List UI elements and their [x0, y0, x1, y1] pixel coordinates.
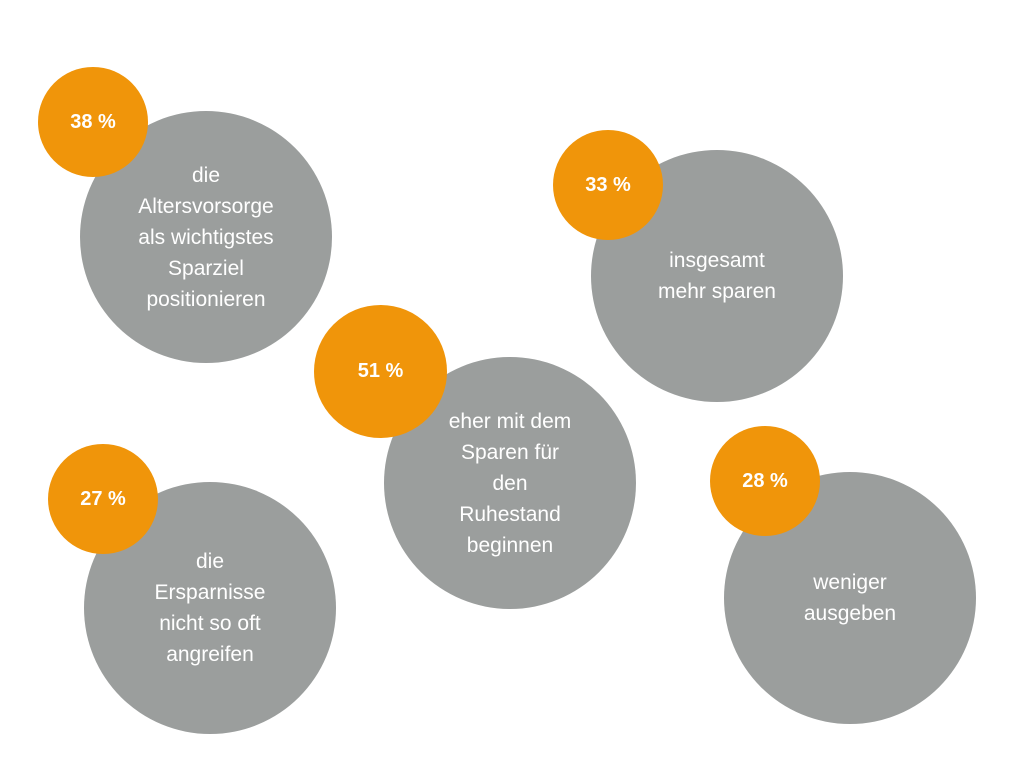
percent-value-mehr-sparen: 33 % [585, 173, 631, 196]
percent-badge-altersvorsorge: 38 % [38, 67, 148, 177]
bubble-label-weniger-ausgeben: weniger ausgeben [803, 571, 897, 625]
bubble-label-altersvorsorge: die Altersvorsorge als wichtigstes Sparz… [138, 163, 274, 311]
percent-badge-mehr-sparen: 33 % [553, 130, 663, 240]
percent-value-frueher-sparen: 51 % [357, 360, 404, 382]
percent-value-altersvorsorge: 38 % [70, 110, 116, 133]
bubble-label-mehr-sparen: insgesamt mehr sparen [658, 249, 776, 303]
bubble-altersvorsorge: die Altersvorsorge als wichtigstes Sparz… [80, 111, 332, 363]
bubble-label-frueher-sparen: eher mit dem Sparen für den Ruhestand be… [448, 409, 572, 557]
percent-badge-ersparnisse: 27 % [48, 444, 158, 554]
percent-badge-weniger-ausgeben: 28 % [710, 426, 820, 536]
percent-value-weniger-ausgeben: 28 % [742, 469, 788, 492]
bubble-label-ersparnisse: die Ersparnisse nicht so oft angreifen [154, 550, 266, 666]
percent-value-ersparnisse: 27 % [80, 487, 126, 510]
percent-badge-frueher-sparen: 51 % [314, 305, 447, 438]
